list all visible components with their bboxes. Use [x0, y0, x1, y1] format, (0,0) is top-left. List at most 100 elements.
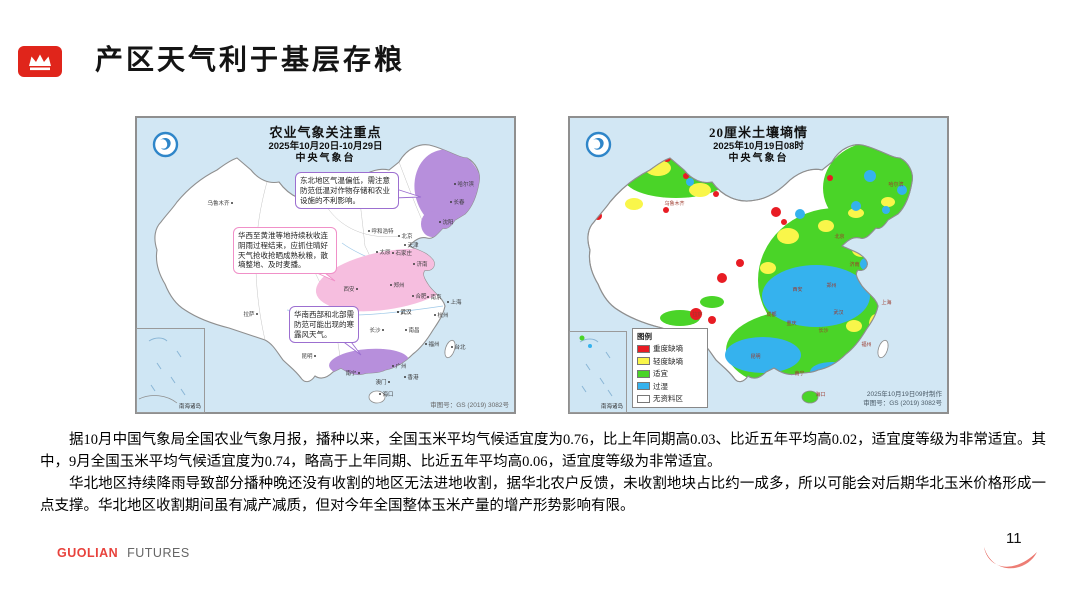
- legend-label: 轻度缺墒: [653, 356, 683, 366]
- body-text: 据10月中国气象局全国农业气象月报，播种以来，全国玉米平均气候适宜度为0.76，…: [40, 429, 1046, 517]
- city-label: 哈尔滨: [458, 180, 475, 188]
- city-label: 济南: [850, 261, 860, 268]
- city-label: 南宁: [795, 370, 805, 377]
- city-dot: [388, 381, 390, 383]
- left-map-approval-number: 审图号：GS (2019) 3082号: [430, 402, 509, 409]
- agro-weather-map: 乌鲁木齐 哈尔滨 长春 沈阳 呼和浩特 北京 天津 太原 石家庄 济南 西安 郑州 合肥 南京 上海 武汉 杭州…: [135, 116, 516, 414]
- footer-brand: GUOLIAN FUTURES: [57, 546, 190, 560]
- city-label: 乌鲁木齐: [207, 199, 230, 207]
- city-label: 天津: [408, 242, 420, 249]
- page-swoosh-icon: [984, 547, 1037, 569]
- city-dot: [379, 393, 381, 395]
- city-dot: [451, 346, 453, 348]
- south-china-sea-inset: 南海诸岛: [569, 331, 627, 413]
- page-title: 产区天气利于基层存粮: [95, 45, 406, 76]
- city-label: 沈阳: [443, 218, 454, 226]
- inset-label: 南海诸岛: [178, 404, 201, 410]
- city-label: 福州: [429, 340, 440, 348]
- city-dot: [450, 201, 452, 203]
- city-dot: [439, 221, 441, 223]
- city-dot: [413, 263, 415, 265]
- left-map-header: 农业气象关注重点 2025年10月20日-10月29日 中央气象台: [211, 125, 441, 166]
- callout-northeast: 东北地区气温偏低，需注意防范低温对作物存储和农业设施的不利影响。: [295, 172, 399, 210]
- legend-label: 过湿: [653, 381, 668, 391]
- city-label: 合肥: [416, 292, 428, 300]
- callout-south: 华南西部和北部需防范可能出现的寒露风天气。: [289, 306, 359, 344]
- city-dot: [356, 288, 358, 290]
- legend-swatch: [637, 344, 650, 353]
- city-label: 澳门: [375, 378, 386, 386]
- right-map-made-at: 2025年10月19日09时制作: [866, 390, 942, 398]
- city-dot: [390, 284, 392, 286]
- legend-label: 无资料区: [653, 394, 683, 403]
- city-label: 长沙: [369, 326, 381, 334]
- city-label: 石家庄: [396, 249, 413, 257]
- city-label: 香港: [408, 373, 420, 381]
- right-map-attribution: 2025年10月19日09时制作 审图号：GS (2019) 3082号: [863, 390, 942, 410]
- city-label: 拉萨: [693, 311, 703, 318]
- city-label: 拉萨: [243, 310, 255, 318]
- city-label: 昆明: [751, 354, 761, 360]
- legend-item: 无资料区: [637, 393, 703, 404]
- soil-moisture-map: 哈尔滨 北京 济南 西安 郑州 上海 武汉 长沙 重庆 成都 昆明 南宁 乌鲁木齐 拉萨 福州 海口 20厘米…: [568, 116, 949, 414]
- right-map-approval-number: 审图号：GS (2019) 3082号: [863, 400, 942, 408]
- city-dot: [382, 329, 384, 331]
- right-map-source: 中央气象台: [728, 153, 789, 165]
- brand-name-futures: FUTURES: [127, 546, 190, 560]
- city-label: 郑州: [394, 281, 405, 289]
- city-dot: [398, 235, 400, 237]
- city-label: 杭州: [438, 311, 449, 319]
- city-dot: [427, 296, 429, 298]
- city-label: 哈尔滨: [889, 181, 904, 188]
- city-label: 南京: [431, 293, 443, 301]
- right-map-datetime: 2025年10月19日08时: [713, 141, 804, 153]
- legend-swatch: [637, 357, 650, 365]
- city-label: 上海: [882, 299, 892, 306]
- brand-logo: [18, 46, 62, 77]
- legend-item: 过湿: [637, 381, 703, 392]
- city-label: 呼和浩特: [372, 227, 395, 235]
- city-label: 西安: [343, 285, 355, 293]
- city-label: 广州: [396, 362, 407, 370]
- city-label: 济南: [417, 260, 429, 268]
- city-label: 武汉: [401, 308, 413, 316]
- left-map-date: 2025年10月20日-10月29日: [268, 141, 383, 153]
- legend-item: 重度缺墒: [637, 343, 703, 354]
- city-label: 台北: [455, 343, 467, 351]
- cma-logo-icon: [152, 131, 179, 158]
- city-dot: [404, 244, 406, 246]
- city-dot: [368, 230, 370, 232]
- city-label: 武汉: [401, 308, 413, 316]
- page-number: 11: [1006, 530, 1022, 547]
- city-label: 重庆: [787, 320, 797, 327]
- legend-swatch: [637, 394, 650, 403]
- city-label: 成都: [767, 311, 777, 318]
- city-label: 乌鲁木齐: [665, 200, 685, 207]
- cma-logo-icon: [585, 131, 612, 158]
- city-label: 福州: [862, 341, 872, 348]
- soil-moisture-legend: 图例 重度缺墒 轻度缺墒 适宜 过湿 无资料区: [632, 327, 708, 408]
- city-label: 西安: [793, 286, 803, 293]
- left-map-source: 中央气象台: [295, 153, 356, 165]
- city-label: 上海: [451, 298, 463, 306]
- legend-label: 重度缺墒: [653, 344, 683, 353]
- callout-central: 华西至黄淮等地持续秋收连阴雨过程结束，应抓住晴好天气抢收抢晒成熟秋粮，散墒整地、…: [233, 227, 337, 274]
- city-dot: [397, 311, 399, 313]
- city-dot: [434, 314, 436, 316]
- city-dot: [447, 301, 449, 303]
- right-map-header: 20厘米土壤墒情 2025年10月19日08时 中央气象台: [644, 125, 874, 166]
- city-dot: [314, 355, 316, 357]
- paragraph-suitability: 据10月中国气象局全国农业气象月报，播种以来，全国玉米平均气候适宜度为0.76，…: [40, 432, 1046, 470]
- city-dot: [256, 313, 258, 315]
- city-label: 武汉: [834, 309, 844, 316]
- city-label: 北京: [835, 233, 845, 240]
- city-dot: [392, 365, 394, 367]
- city-dot: [454, 183, 456, 185]
- city-dot: [405, 329, 407, 331]
- city-label: 海口: [383, 390, 394, 398]
- legend-item: 适宜: [637, 368, 703, 379]
- city-label: 南昌: [409, 326, 420, 334]
- page-number-block: 11: [980, 524, 1052, 586]
- city-dot: [404, 376, 406, 378]
